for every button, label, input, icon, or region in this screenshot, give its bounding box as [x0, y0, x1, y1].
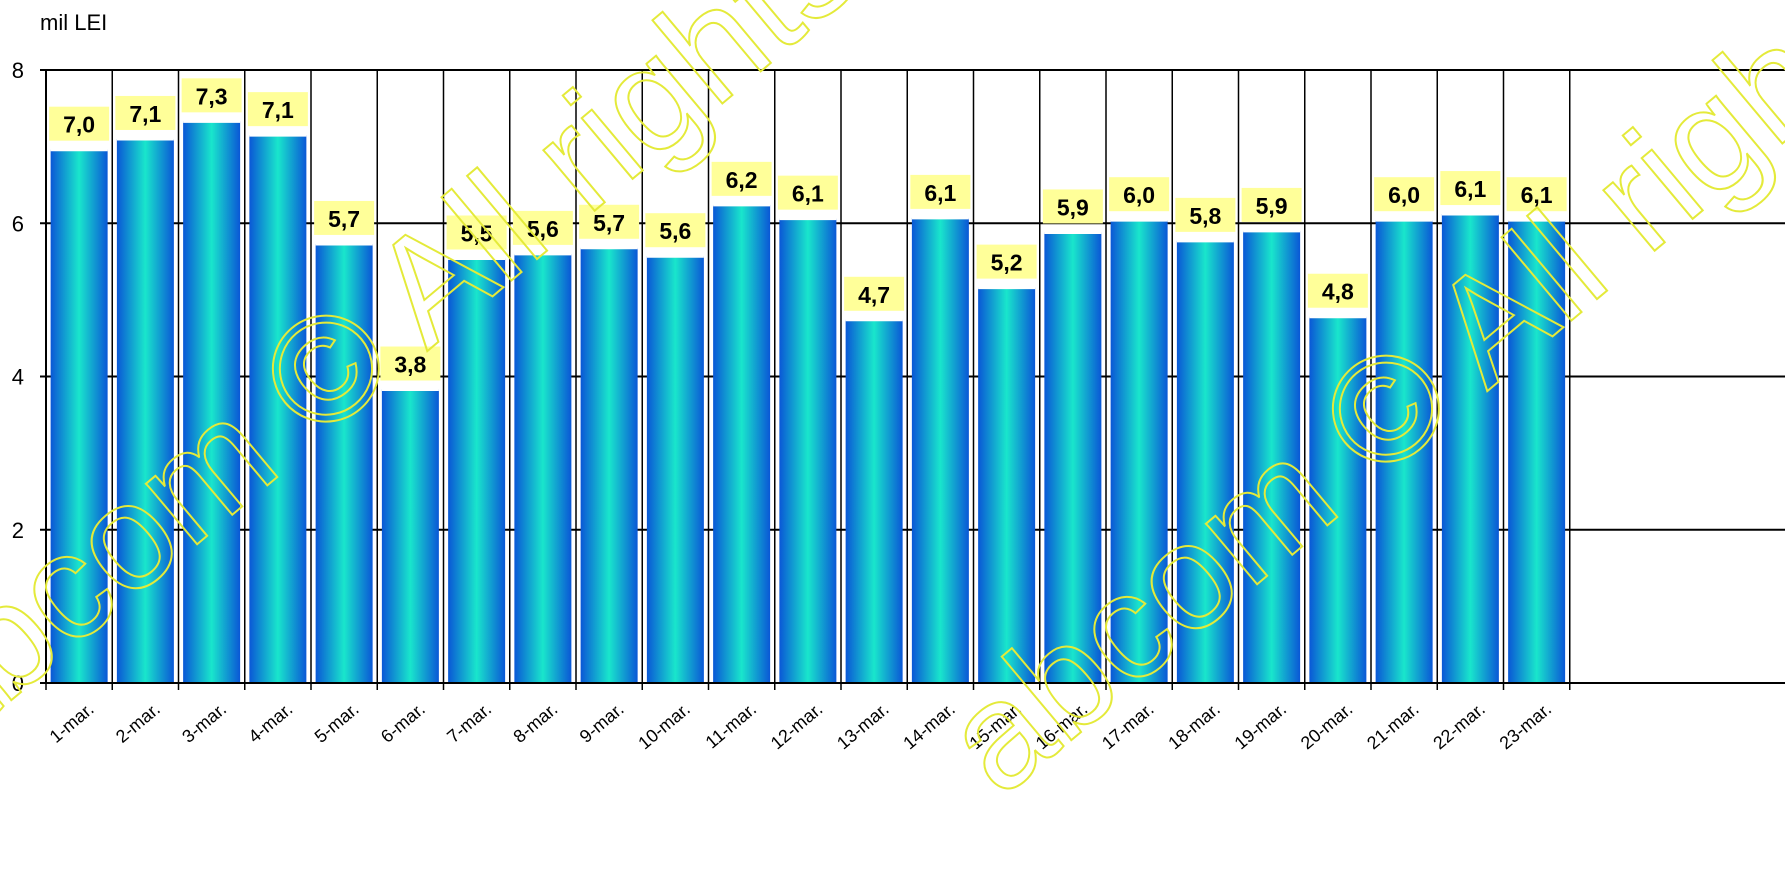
data-label: 5,2 [991, 250, 1023, 276]
x-tick-label: 10-mar. [634, 699, 694, 754]
bar [911, 217, 969, 684]
bar [1243, 230, 1301, 683]
data-label: 5,6 [527, 216, 559, 242]
data-label: 7,1 [129, 101, 161, 127]
bar [1176, 240, 1234, 683]
data-label-background [49, 106, 110, 141]
x-tick-label: 12-mar. [767, 699, 827, 754]
data-label-background [976, 244, 1037, 279]
bar [1508, 220, 1566, 683]
data-label: 7,1 [262, 97, 294, 123]
x-tick-label: 5-mar. [311, 699, 363, 747]
data-label-background [1440, 171, 1501, 206]
watermark-text: abcom © All rights reserved [913, 0, 1785, 825]
data-label: 6,1 [1454, 176, 1486, 202]
data-label-background [1109, 177, 1170, 212]
x-tick-label: 9-mar. [576, 699, 628, 747]
x-tick-label: 11-mar. [702, 699, 761, 753]
x-tick-label: 20-mar. [1297, 699, 1357, 754]
data-label: 6,1 [792, 181, 824, 207]
data-label-background [115, 95, 176, 130]
y-axis-label: mil LEI [40, 10, 108, 35]
data-label-background [1175, 197, 1236, 232]
x-tick-label: 23-mar. [1496, 699, 1556, 754]
bar [1375, 220, 1433, 683]
data-label-background [446, 215, 507, 250]
data-label: 5,8 [1189, 203, 1221, 229]
y-tick-label: 2 [12, 518, 24, 543]
bar [1110, 220, 1168, 683]
data-label-background [314, 200, 375, 235]
x-tick-label: 8-mar. [510, 699, 562, 747]
x-tick-label: 7-mar. [443, 699, 495, 747]
x-tick-label: 2-mar. [112, 699, 164, 747]
data-label-background [1042, 189, 1103, 224]
x-tick-label: 13-mar. [833, 699, 893, 754]
y-tick-label: 0 [12, 671, 24, 696]
data-label-background [1374, 177, 1435, 212]
data-label: 3,8 [394, 352, 426, 378]
data-label: 7,3 [196, 83, 228, 109]
y-tick-label: 4 [12, 365, 24, 390]
data-label: 6,0 [1123, 182, 1155, 208]
data-label-background [380, 346, 441, 381]
data-label: 6,2 [726, 167, 758, 193]
x-tick-label: 22-mar. [1429, 699, 1489, 754]
data-label-background [1307, 273, 1368, 308]
data-label: 6,1 [1521, 182, 1553, 208]
data-label-background [247, 92, 308, 127]
x-tick-label: 21-mar. [1363, 699, 1423, 754]
data-label-background [579, 204, 640, 239]
data-label-background [512, 210, 573, 245]
bar [50, 149, 108, 683]
x-tick-label: 4-mar. [245, 699, 297, 747]
x-tick-label: 18-mar. [1164, 699, 1224, 754]
bar [249, 135, 307, 684]
data-label: 5,9 [1256, 193, 1288, 219]
bar [1441, 214, 1499, 683]
x-tick-label: 3-mar. [178, 699, 230, 747]
data-label-background [844, 276, 905, 311]
bar [1044, 232, 1102, 683]
data-label: 5,9 [1057, 194, 1089, 220]
bar [845, 319, 903, 683]
bar [1309, 316, 1367, 683]
data-label-background [1506, 177, 1567, 212]
bar [183, 121, 241, 684]
bar [779, 218, 837, 683]
data-label: 5,5 [461, 220, 493, 246]
bar [381, 389, 439, 683]
x-tick-label: 19-mar. [1231, 699, 1291, 754]
bars [50, 120, 1566, 684]
data-label-background [645, 213, 706, 248]
bar [978, 287, 1036, 683]
bar [448, 258, 506, 683]
data-label: 4,7 [858, 282, 890, 308]
bar [580, 247, 638, 683]
bar [514, 253, 572, 683]
data-label: 5,6 [659, 218, 691, 244]
data-label: 7,0 [63, 112, 95, 138]
data-label: 5,7 [593, 210, 625, 236]
data-label-background [1241, 187, 1302, 222]
bar [646, 256, 704, 683]
y-tick-label: 8 [12, 58, 24, 83]
data-label-background [777, 175, 838, 210]
y-tick-label: 6 [12, 211, 24, 236]
data-label: 5,7 [328, 206, 360, 232]
data-label: 6,0 [1388, 182, 1420, 208]
bar [116, 138, 174, 683]
bar [713, 204, 771, 684]
data-label-background [181, 78, 242, 113]
data-label-background [910, 174, 971, 209]
data-label-background [711, 161, 772, 196]
x-tick-label: 6-mar. [377, 699, 429, 747]
data-labels: 7,0 7,1 7,3 7,1 5,7 3,8 5,5 5,6 5,7 5,6 6,2 6,1 4,7 6… [49, 78, 1567, 381]
data-label: 6,1 [924, 180, 956, 206]
bar [315, 243, 373, 683]
data-label: 4,8 [1322, 279, 1354, 305]
